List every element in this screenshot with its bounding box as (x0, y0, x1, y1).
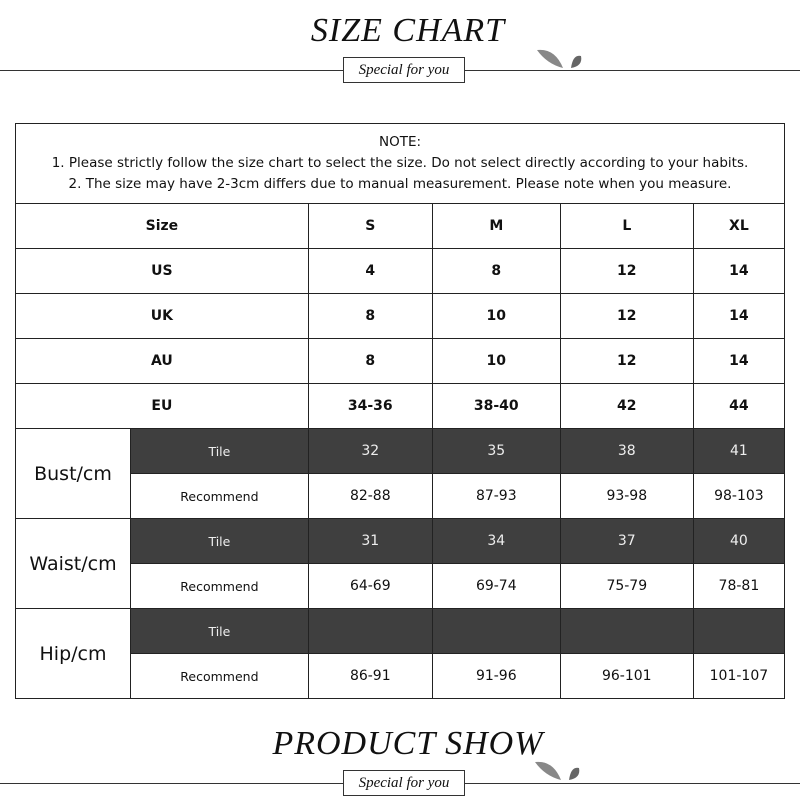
recommend-label: Recommend (130, 563, 309, 609)
table-cell: 37 (559, 518, 694, 564)
header-cell: S (307, 203, 433, 249)
table-row: UK 8 10 12 14 (15, 293, 786, 339)
leaf-decoration-icon (537, 49, 582, 68)
header-cell: M (431, 203, 561, 249)
measure-label: Bust/cm (15, 428, 131, 519)
recommend-row: Recommend 86-91 91-96 96-101 101-107 (16, 653, 786, 699)
table-cell (307, 608, 433, 654)
recommend-row: Recommend 82-88 87-93 93-98 98-103 (16, 473, 786, 519)
header-cell: L (559, 203, 694, 249)
table-row: AU 8 10 12 14 (15, 338, 786, 384)
tile-label: Tile (130, 608, 309, 654)
table-cell: 64-69 (307, 563, 433, 609)
table-cell: 86-91 (307, 653, 433, 699)
note-line: 2. The size may have 2-3cm differs due t… (68, 176, 732, 192)
measure-label: Hip/cm (15, 608, 131, 699)
header-cell: XL (692, 203, 786, 249)
table-cell: 75-79 (559, 563, 694, 609)
size-table: NOTE: 1. Please strictly follow the size… (15, 123, 786, 699)
row-label: EU (15, 383, 309, 429)
measure-label: Waist/cm (15, 518, 131, 609)
table-cell: 91-96 (431, 653, 561, 699)
table-cell: 69-74 (431, 563, 561, 609)
table-cell (431, 608, 561, 654)
table-cell: 31 (307, 518, 433, 564)
table-cell: 12 (559, 248, 694, 294)
table-cell: 10 (431, 293, 561, 339)
table-cell: 38 (559, 428, 694, 474)
header-cell: Size (15, 203, 309, 249)
table-cell: 96-101 (559, 653, 694, 699)
table-cell: 98-103 (692, 473, 786, 519)
tile-label: Tile (130, 518, 309, 564)
size-chart-title: SIZE CHART (310, 12, 506, 49)
table-cell: 41 (692, 428, 786, 474)
note-cell: NOTE: 1. Please strictly follow the size… (15, 123, 785, 204)
table-cell: 87-93 (431, 473, 561, 519)
special-badge: Special for you (343, 57, 465, 83)
table-cell: 35 (431, 428, 561, 474)
table-header-row: Size S M L XL (15, 203, 786, 249)
table-cell: 93-98 (559, 473, 694, 519)
table-row: US 4 8 12 14 (15, 248, 786, 294)
table-cell: 34 (431, 518, 561, 564)
table-cell: 14 (692, 248, 786, 294)
tile-row: Bust/cm Tile 32 35 38 41 (15, 428, 786, 519)
table-cell: 8 (307, 293, 433, 339)
table-cell: 4 (307, 248, 433, 294)
table-cell (692, 608, 786, 654)
table-cell: 44 (692, 383, 786, 429)
table-cell: 42 (559, 383, 694, 429)
recommend-row: Recommend 64-69 69-74 75-79 78-81 (16, 563, 786, 609)
table-cell (559, 608, 694, 654)
recommend-label: Recommend (130, 473, 309, 519)
special-badge: Special for you (343, 770, 465, 796)
table-cell: 40 (692, 518, 786, 564)
row-label: AU (15, 338, 309, 384)
recommend-label: Recommend (130, 653, 309, 699)
table-cell: 8 (307, 338, 433, 384)
table-cell: 8 (431, 248, 561, 294)
row-label: UK (15, 293, 309, 339)
table-cell: 12 (559, 293, 694, 339)
tile-label: Tile (130, 428, 309, 474)
tile-row: Hip/cm Tile (15, 608, 786, 699)
table-cell: 14 (692, 293, 786, 339)
table-cell: 32 (307, 428, 433, 474)
table-row: EU 34-36 38-40 42 44 (15, 383, 786, 429)
table-cell: 101-107 (692, 653, 786, 699)
table-cell: 34-36 (307, 383, 433, 429)
note-line: 1. Please strictly follow the size chart… (51, 155, 749, 171)
table-cell: 14 (692, 338, 786, 384)
table-cell: 38-40 (431, 383, 561, 429)
tile-row: Waist/cm Tile 31 34 37 40 (15, 518, 786, 609)
leaf-decoration-icon (535, 761, 580, 780)
table-cell: 10 (431, 338, 561, 384)
product-show-title: PRODUCT SHOW (272, 725, 544, 762)
note-heading: NOTE: (378, 134, 422, 150)
table-cell: 12 (559, 338, 694, 384)
row-label: US (15, 248, 309, 294)
table-cell: 82-88 (307, 473, 433, 519)
table-cell: 78-81 (692, 563, 786, 609)
